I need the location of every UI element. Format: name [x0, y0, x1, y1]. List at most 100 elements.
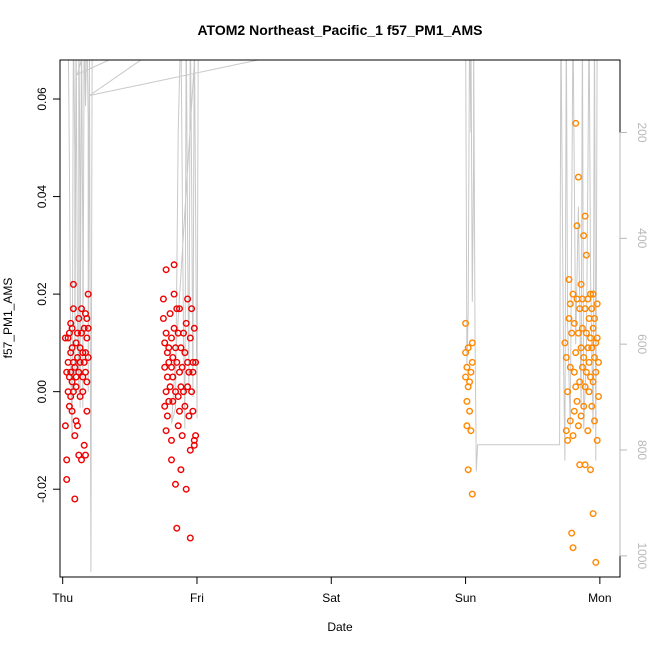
data-point-series-1 [161, 339, 169, 347]
data-point-series-2 [589, 510, 597, 518]
data-point-series-2 [574, 173, 582, 181]
x-tick-label: Fri [190, 591, 204, 605]
data-point-series-2 [593, 300, 601, 308]
data-point-series-1 [71, 495, 79, 503]
data-point-series-1 [188, 388, 196, 396]
data-point-series-2 [588, 402, 596, 410]
data-point-series-1 [167, 363, 175, 371]
right-tick-label: 600 [635, 334, 649, 354]
data-point-series-1 [173, 524, 181, 532]
data-point-series-1 [181, 402, 189, 410]
data-point-series-1 [171, 480, 179, 488]
data-point-series-2 [582, 251, 590, 259]
data-point-series-1 [80, 441, 88, 449]
data-point-series-1 [181, 349, 189, 357]
data-point-series-1 [79, 349, 87, 357]
data-point-series-2 [569, 544, 577, 552]
data-point-series-2 [569, 432, 577, 440]
data-point-series-2 [572, 119, 580, 127]
data-point-series-1 [170, 261, 178, 269]
data-point-series-2 [587, 290, 595, 298]
x-tick-label: Sun [455, 591, 476, 605]
data-point-series-1 [182, 319, 190, 327]
data-point-series-2 [589, 290, 597, 298]
data-point-series-1 [69, 280, 77, 288]
data-point-series-1 [177, 344, 185, 352]
data-point-series-1 [77, 456, 85, 464]
data-point-series-2 [566, 300, 574, 308]
data-point-series-1 [72, 339, 80, 347]
data-point-series-2 [570, 319, 578, 327]
data-point-series-1 [63, 476, 71, 484]
data-point-series-2 [468, 358, 476, 366]
data-point-series-1 [192, 432, 200, 440]
data-point-series-1 [186, 446, 194, 454]
data-point-series-2 [578, 324, 586, 332]
data-point-series-1 [162, 427, 170, 435]
data-point-series-1 [161, 363, 169, 371]
data-point-series-2 [564, 388, 572, 396]
data-point-series-1 [68, 407, 76, 415]
x-axis-label: Date [327, 620, 353, 634]
data-point-series-1 [170, 290, 178, 298]
data-point-series-1 [173, 305, 181, 313]
x-tick-label: Mon [588, 591, 611, 605]
data-point-series-2 [584, 427, 592, 435]
data-point-series-1 [189, 358, 197, 366]
data-point-series-1 [185, 412, 193, 420]
data-point-series-1 [162, 388, 170, 396]
scatter-points-layer [61, 119, 603, 566]
data-point-series-2 [581, 212, 589, 220]
data-point-series-2 [582, 368, 590, 376]
x-tick-label: Sat [322, 591, 341, 605]
right-tick-label: 200 [635, 122, 649, 142]
data-point-series-1 [184, 295, 192, 303]
data-point-series-2 [580, 232, 588, 240]
altitude-line-layer [67, 60, 598, 572]
data-point-series-2 [562, 427, 570, 435]
data-point-series-2 [463, 397, 471, 405]
data-point-series-2 [577, 280, 585, 288]
data-point-series-2 [585, 358, 593, 366]
data-point-series-1 [184, 383, 192, 391]
chart-title: ATOM2 Northeast_Pacific_1 f57_PM1_AMS [197, 22, 482, 38]
data-point-series-2 [566, 417, 574, 425]
data-point-series-1 [173, 358, 181, 366]
data-point-series-2 [580, 402, 588, 410]
y-axis-label: f57_PM1_AMS [1, 278, 15, 359]
y-tick-label: 0.02 [35, 282, 49, 306]
data-point-series-1 [170, 324, 178, 332]
data-point-series-2 [591, 354, 599, 362]
data-point-series-2 [463, 363, 471, 371]
data-point-series-1 [159, 315, 167, 323]
data-point-series-2 [581, 461, 589, 469]
data-point-series-2 [591, 315, 599, 323]
data-point-series-2 [562, 354, 570, 362]
data-point-series-1 [75, 315, 83, 323]
data-point-series-1 [162, 329, 170, 337]
data-point-series-2 [466, 378, 474, 386]
data-point-series-2 [577, 344, 585, 352]
data-point-series-1 [84, 290, 92, 298]
right-tick-label: 400 [635, 228, 649, 248]
data-point-series-1 [175, 305, 183, 313]
data-point-series-2 [467, 427, 475, 435]
data-point-series-2 [577, 412, 585, 420]
data-point-series-1 [61, 422, 69, 430]
data-point-series-2 [588, 344, 596, 352]
altitude-line [67, 60, 598, 572]
data-point-series-1 [79, 388, 87, 396]
data-point-series-2 [580, 354, 588, 362]
data-point-series-1 [192, 358, 200, 366]
data-point-series-1 [165, 344, 173, 352]
data-point-series-2 [565, 276, 573, 284]
data-point-series-1 [189, 368, 197, 376]
data-point-series-1 [83, 334, 91, 342]
data-point-series-1 [68, 324, 76, 332]
data-point-series-2 [462, 373, 470, 381]
data-point-series-2 [464, 344, 472, 352]
data-point-series-2 [464, 466, 472, 474]
y-tick-label: 0.06 [35, 87, 49, 111]
data-point-series-1 [69, 305, 77, 313]
data-point-series-2 [468, 339, 476, 347]
